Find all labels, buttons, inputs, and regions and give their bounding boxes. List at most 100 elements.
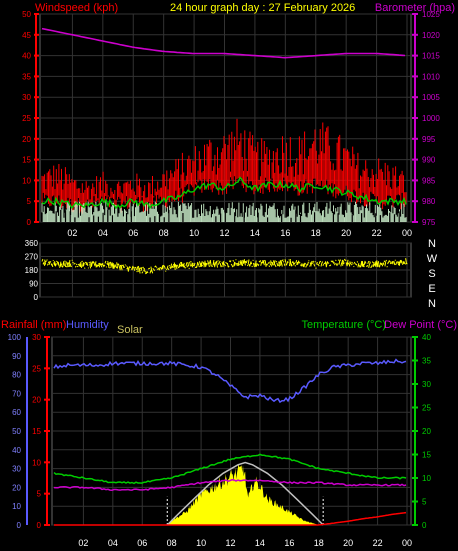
baro-tick-label: 1020 — [422, 31, 440, 40]
humidity-series — [53, 358, 407, 404]
baro-tick-label: 1010 — [422, 72, 440, 81]
direction-tick-label: 270 — [25, 253, 39, 262]
barometer-axis-label: Barometer (hpa) — [375, 2, 455, 14]
wind-direction-series — [41, 258, 408, 275]
wind-tick-label: 0 — [27, 218, 32, 227]
top-x-tick-label: 22 — [372, 228, 382, 238]
baro-tick-label: 995 — [422, 135, 436, 144]
barometer-series — [41, 27, 406, 59]
humidity-tick-label: 30 — [12, 465, 21, 474]
direction-tick-label: 90 — [29, 280, 38, 289]
wind-tick-label: 15 — [22, 156, 31, 165]
humidity-tick-label: 50 — [12, 427, 21, 436]
temp-tick-label: 35 — [422, 357, 431, 366]
wind-tick-label: 10 — [22, 176, 31, 185]
top-x-tick-label: 06 — [128, 228, 138, 238]
wind-calm-gaps — [41, 209, 400, 222]
wind-tick-label: 50 — [22, 10, 31, 19]
compass-label: E — [428, 283, 435, 295]
baro-tick-label: 1000 — [422, 114, 440, 123]
top-x-tick-label: 16 — [280, 228, 290, 238]
wind-tick-label: 45 — [22, 31, 31, 40]
rainfall-series — [54, 511, 407, 526]
rain-tick-label: 10 — [32, 458, 41, 467]
humidity-tick-label: 80 — [12, 371, 21, 380]
temp-tick-label: 30 — [422, 380, 431, 389]
humidity-tick-label: 20 — [12, 483, 21, 492]
temp-tick-label: 5 — [422, 498, 427, 507]
bottom-x-tick-label: 20 — [343, 538, 353, 548]
bottom-x-tick-label: 14 — [255, 538, 265, 548]
temp-tick-label: 10 — [422, 474, 431, 483]
baro-tick-label: 990 — [422, 156, 436, 165]
top-x-tick-label: 18 — [311, 228, 321, 238]
graph-title: 24 hour graph day : 27 February 2026 — [170, 2, 355, 14]
direction-tick-label: 180 — [25, 266, 39, 275]
top-x-tick-label: 08 — [159, 228, 169, 238]
baro-tick-label: 985 — [422, 176, 436, 185]
top-x-tick-label: 14 — [250, 228, 260, 238]
baro-tick-label: 1025 — [422, 10, 440, 19]
wind-baro-chart: 0510152025303540455097598098599099510001… — [22, 10, 440, 238]
baro-tick-label: 975 — [422, 218, 436, 227]
temperature-series — [53, 453, 407, 485]
temp-tick-label: 20 — [422, 427, 431, 436]
humidity-axis-label: Humidity — [66, 319, 109, 331]
compass-label: S — [428, 268, 435, 280]
temp-tick-label: 25 — [422, 404, 431, 413]
bottom-x-tick-label: 10 — [196, 538, 206, 548]
compass-label: W — [427, 253, 438, 265]
top-x-tick-label: 12 — [219, 228, 229, 238]
humidity-tick-label: 90 — [12, 352, 21, 361]
rain-tick-label: 30 — [32, 333, 41, 342]
wind-tick-label: 30 — [22, 93, 31, 102]
top-x-tick-label: 04 — [98, 228, 108, 238]
temp-tick-label: 40 — [422, 333, 431, 342]
wind-tick-label: 40 — [22, 52, 31, 61]
bottom-x-tick-label: 04 — [108, 538, 118, 548]
rain-tick-label: 15 — [32, 427, 41, 436]
bottom-x-tick-label: 08 — [167, 538, 177, 548]
bottom-x-tick-label: 00 — [402, 538, 412, 548]
humidity-tick-label: 70 — [12, 389, 21, 398]
humidity-tick-label: 0 — [17, 521, 22, 530]
humidity-tick-label: 100 — [8, 333, 22, 342]
windspeed-axis-label: Windspeed (kph) — [35, 2, 118, 14]
top-x-tick-label: 00 — [402, 228, 412, 238]
solar-theoretical-curve — [166, 461, 324, 526]
temp-tick-label: 0 — [422, 521, 427, 530]
wind-tick-label: 20 — [22, 135, 31, 144]
baro-tick-label: 1005 — [422, 93, 440, 102]
compass-label: N — [428, 238, 436, 250]
bottom-x-tick-label: 18 — [314, 538, 324, 548]
baro-tick-label: 980 — [422, 197, 436, 206]
rain-tick-label: 25 — [32, 364, 41, 373]
wind-gust-series — [41, 118, 407, 214]
direction-tick-label: 0 — [34, 293, 39, 302]
rain-humidity-temperature-chart: 0102030405060708090100051015202530051015… — [8, 333, 432, 548]
wind-average-series — [41, 176, 407, 210]
bottom-x-tick-label: 02 — [78, 538, 88, 548]
wind-tick-label: 5 — [27, 197, 32, 206]
humidity-tick-label: 60 — [12, 408, 21, 417]
baro-tick-label: 1015 — [422, 52, 440, 61]
rain-tick-label: 5 — [37, 490, 42, 499]
temperature-axis-label: Temperature (°C) — [302, 319, 386, 331]
humidity-tick-label: 40 — [12, 446, 21, 455]
direction-tick-label: 360 — [25, 239, 39, 248]
humidity-tick-label: 10 — [12, 502, 21, 511]
bottom-x-tick-label: 16 — [284, 538, 294, 548]
bottom-x-tick-label: 06 — [137, 538, 147, 548]
solar-label: Solar — [117, 324, 143, 336]
bottom-x-tick-label: 12 — [225, 538, 235, 548]
wind-tick-label: 25 — [22, 114, 31, 123]
top-x-tick-label: 10 — [189, 228, 199, 238]
top-x-tick-label: 02 — [67, 228, 77, 238]
dewpoint-series — [53, 478, 407, 491]
solar-area — [167, 463, 319, 525]
bottom-x-tick-label: 22 — [373, 538, 383, 548]
top-x-tick-label: 20 — [341, 228, 351, 238]
rainfall-axis-label: Rainfall (mm) — [1, 319, 66, 331]
